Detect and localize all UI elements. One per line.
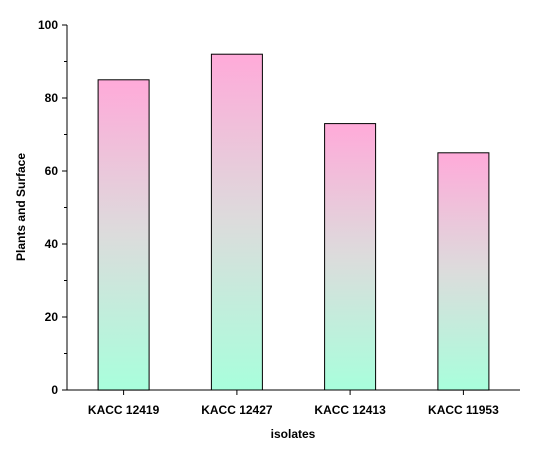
x-ticks: KACC 12419 KACC 12427 KACC 12413 KACC 11953	[88, 390, 499, 417]
y-tick-label: 80	[45, 91, 59, 105]
x-tick-label: KACC 11953	[428, 403, 499, 417]
y-tick-label: 20	[45, 310, 59, 324]
bar-kacc-12413	[324, 123, 377, 391]
y-tick-label: 0	[51, 383, 58, 397]
x-axis-title: isolates	[271, 427, 316, 441]
bar-kacc-11953	[437, 152, 490, 391]
bar-kacc-12419	[97, 79, 150, 391]
y-ticks: 0 20 40 60 80 100	[38, 18, 67, 397]
y-tick-label: 40	[45, 237, 59, 251]
x-tick-label: KACC 12413	[314, 403, 386, 417]
x-tick-label: KACC 12419	[88, 403, 160, 417]
x-tick-label: KACC 12427	[201, 403, 273, 417]
y-tick-label: 60	[45, 164, 59, 178]
y-axis-title: Plants and Surface	[14, 153, 28, 261]
y-tick-label: 100	[38, 18, 58, 32]
bar-kacc-12427	[210, 53, 263, 391]
bars	[97, 53, 490, 391]
